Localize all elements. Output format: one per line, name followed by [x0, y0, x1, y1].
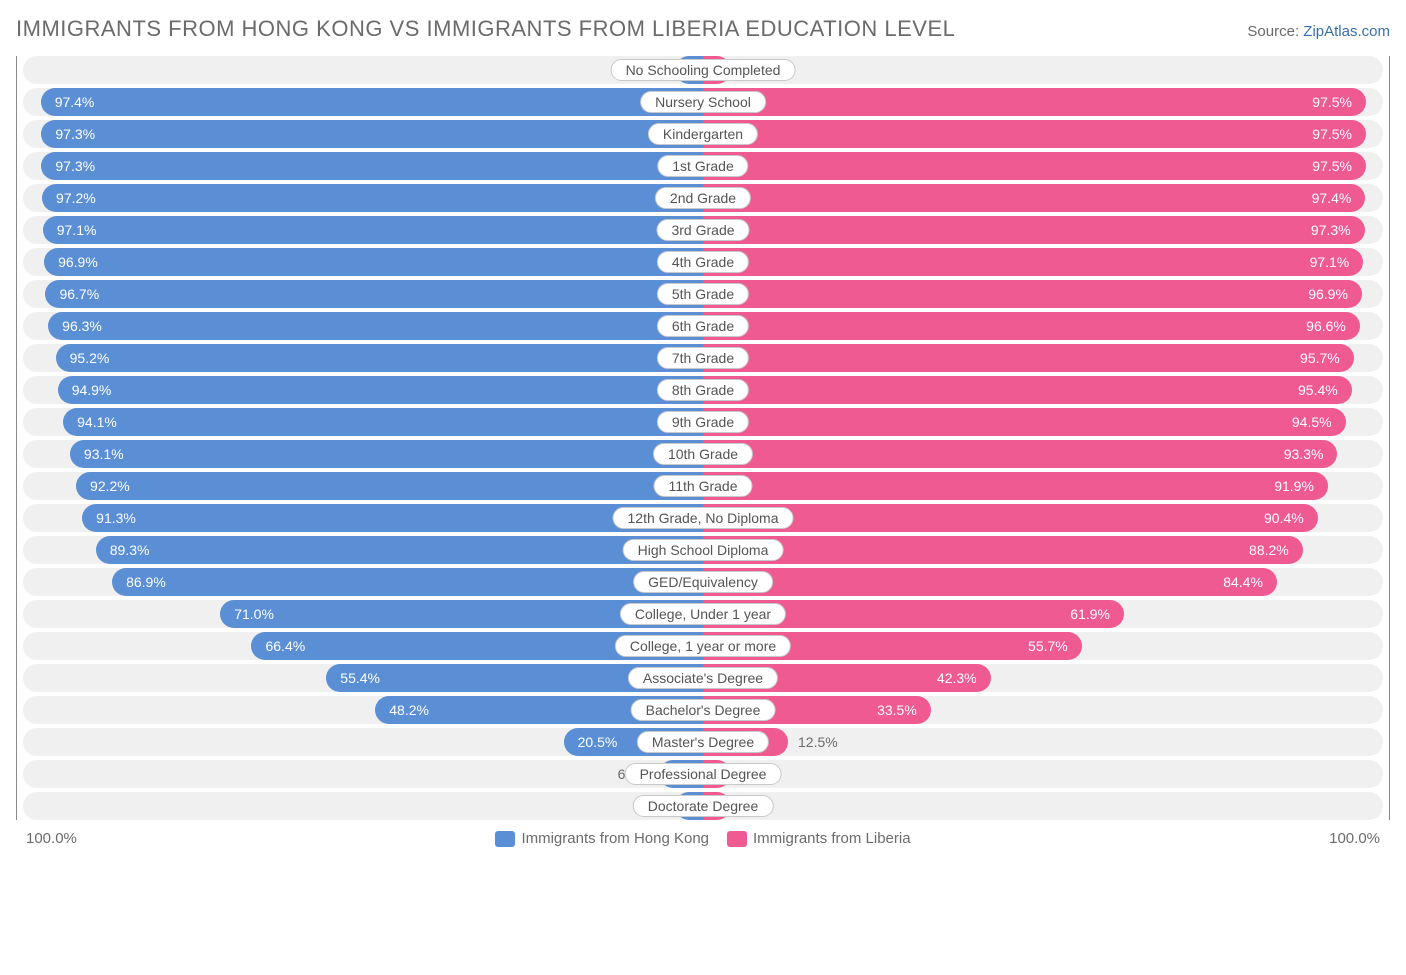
bar-row: 6.4%3.4%Professional Degree	[23, 760, 1383, 788]
bar-row: 55.4%42.3%Associate's Degree	[23, 664, 1383, 692]
bar-row: 71.0%61.9%College, Under 1 year	[23, 600, 1383, 628]
bar-right: 97.3%	[703, 216, 1365, 244]
bar-row: 97.3%97.5%1st Grade	[23, 152, 1383, 180]
bar-row: 89.3%88.2%High School Diploma	[23, 536, 1383, 564]
source-link[interactable]: ZipAtlas.com	[1303, 23, 1390, 40]
bar-left: 97.4%	[41, 88, 703, 116]
bar-row: 66.4%55.7%College, 1 year or more	[23, 632, 1383, 660]
legend-label-right: Immigrants from Liberia	[753, 830, 911, 847]
bar-row: 20.5%12.5%Master's Degree	[23, 728, 1383, 756]
bar-row: 96.9%97.1%4th Grade	[23, 248, 1383, 276]
axis-right-max: 100.0%	[1329, 830, 1380, 847]
bar-right: 94.5%	[703, 408, 1346, 436]
bar-right: 95.7%	[703, 344, 1354, 372]
bar-right: 96.6%	[703, 312, 1360, 340]
bar-left: 86.9%	[112, 568, 703, 596]
row-category-label: Bachelor's Degree	[631, 699, 776, 721]
bar-left: 96.9%	[44, 248, 703, 276]
row-category-label: 6th Grade	[657, 315, 749, 337]
bar-left: 97.3%	[41, 152, 703, 180]
row-category-label: 5th Grade	[657, 283, 749, 305]
row-category-label: 12th Grade, No Diploma	[613, 507, 794, 529]
axis-left-max: 100.0%	[26, 830, 77, 847]
bar-row: 91.3%90.4%12th Grade, No Diploma	[23, 504, 1383, 532]
row-category-label: Professional Degree	[625, 763, 782, 785]
bar-left: 91.3%	[82, 504, 703, 532]
row-category-label: Kindergarten	[648, 123, 758, 145]
bar-right: 88.2%	[703, 536, 1303, 564]
bar-row: 96.3%96.6%6th Grade	[23, 312, 1383, 340]
row-category-label: 1st Grade	[657, 155, 748, 177]
bar-left: 93.1%	[70, 440, 703, 468]
row-category-label: No Schooling Completed	[611, 59, 796, 81]
bar-right: 96.9%	[703, 280, 1362, 308]
bar-row: 95.2%95.7%7th Grade	[23, 344, 1383, 372]
source-attribution: Source: ZipAtlas.com	[1247, 23, 1390, 40]
bar-right-value: 12.5%	[788, 728, 848, 756]
bar-right: 97.1%	[703, 248, 1363, 276]
bar-right: 93.3%	[703, 440, 1337, 468]
bar-left: 96.7%	[45, 280, 703, 308]
bar-left: 97.1%	[43, 216, 703, 244]
row-category-label: High School Diploma	[623, 539, 784, 561]
legend-swatch-right	[727, 831, 747, 847]
bar-right: 91.9%	[703, 472, 1328, 500]
row-category-label: Nursery School	[640, 91, 766, 113]
bar-left: 95.2%	[56, 344, 703, 372]
legend-item-right: Immigrants from Liberia	[727, 830, 911, 847]
bar-row: 97.3%97.5%Kindergarten	[23, 120, 1383, 148]
bar-row: 94.9%95.4%8th Grade	[23, 376, 1383, 404]
bar-row: 93.1%93.3%10th Grade	[23, 440, 1383, 468]
bar-left: 94.9%	[58, 376, 703, 404]
legend-item-left: Immigrants from Hong Kong	[495, 830, 709, 847]
bar-row: 97.4%97.5%Nursery School	[23, 88, 1383, 116]
bar-right: 97.4%	[703, 184, 1365, 212]
row-category-label: College, 1 year or more	[615, 635, 791, 657]
bar-right: 97.5%	[703, 120, 1366, 148]
row-category-label: Doctorate Degree	[633, 795, 774, 817]
bar-row: 2.7%2.5%No Schooling Completed	[23, 56, 1383, 84]
bar-left: 97.3%	[41, 120, 703, 148]
legend-swatch-left	[495, 831, 515, 847]
row-category-label: Master's Degree	[637, 731, 769, 753]
bar-row: 48.2%33.5%Bachelor's Degree	[23, 696, 1383, 724]
row-category-label: 7th Grade	[657, 347, 749, 369]
row-category-label: 8th Grade	[657, 379, 749, 401]
bar-row: 96.7%96.9%5th Grade	[23, 280, 1383, 308]
chart-title: IMMIGRANTS FROM HONG KONG VS IMMIGRANTS …	[16, 16, 955, 42]
bar-row: 94.1%94.5%9th Grade	[23, 408, 1383, 436]
row-category-label: 9th Grade	[657, 411, 749, 433]
bar-row: 86.9%84.4%GED/Equivalency	[23, 568, 1383, 596]
bar-row: 92.2%91.9%11th Grade	[23, 472, 1383, 500]
bar-left: 97.2%	[42, 184, 703, 212]
row-category-label: 10th Grade	[653, 443, 753, 465]
bar-right: 97.5%	[703, 152, 1366, 180]
source-prefix: Source:	[1247, 23, 1303, 40]
legend-label-left: Immigrants from Hong Kong	[521, 830, 709, 847]
bar-left: 92.2%	[76, 472, 703, 500]
bar-left: 94.1%	[63, 408, 703, 436]
bar-right: 84.4%	[703, 568, 1277, 596]
bar-row: 97.2%97.4%2nd Grade	[23, 184, 1383, 212]
bar-row: 2.8%1.5%Doctorate Degree	[23, 792, 1383, 820]
legend: Immigrants from Hong Kong Immigrants fro…	[77, 830, 1329, 847]
bar-right: 95.4%	[703, 376, 1352, 404]
row-category-label: 3rd Grade	[656, 219, 749, 241]
diverging-bar-chart: 2.7%2.5%No Schooling Completed97.4%97.5%…	[16, 56, 1390, 820]
row-category-label: 11th Grade	[653, 475, 752, 497]
row-category-label: Associate's Degree	[628, 667, 778, 689]
bar-left: 96.3%	[48, 312, 703, 340]
row-category-label: GED/Equivalency	[633, 571, 773, 593]
bar-left: 89.3%	[96, 536, 703, 564]
bar-right: 97.5%	[703, 88, 1366, 116]
bar-right: 90.4%	[703, 504, 1318, 532]
bar-row: 97.1%97.3%3rd Grade	[23, 216, 1383, 244]
row-category-label: College, Under 1 year	[620, 603, 786, 625]
row-category-label: 2nd Grade	[655, 187, 751, 209]
row-category-label: 4th Grade	[657, 251, 749, 273]
